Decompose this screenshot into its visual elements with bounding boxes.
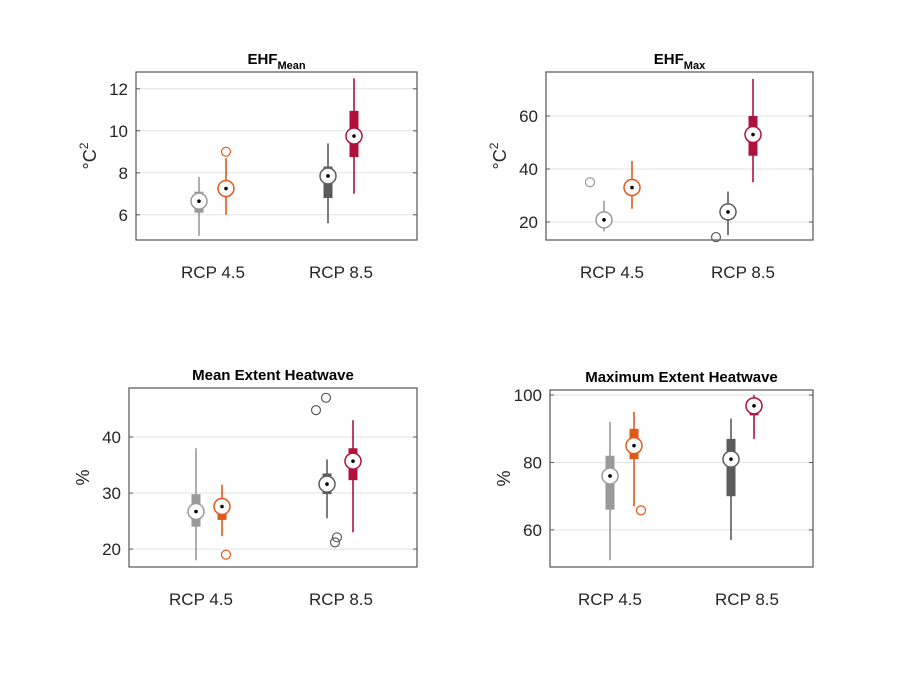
- panel-2: 20 40 60 EHFMax °C2 RCP 4.5 RCP 8.5: [487, 51, 814, 282]
- y-axis-label: °C2: [77, 142, 100, 169]
- x-category-label: RCP 8.5: [309, 590, 373, 609]
- box-4: [745, 395, 763, 439]
- outlier-point: [331, 532, 343, 543]
- box-2: [623, 161, 641, 209]
- median-dot: [751, 132, 755, 137]
- median-dot: [220, 504, 224, 509]
- median-dot: [326, 174, 330, 178]
- box-4: [345, 78, 363, 194]
- x-category-label: RCP 4.5: [169, 590, 233, 609]
- box-2: [213, 484, 232, 560]
- y-axis-label: %: [494, 470, 514, 486]
- title-subscript: Mean: [277, 60, 305, 72]
- x-category-label: RCP 8.5: [715, 590, 779, 609]
- median-dot: [194, 509, 198, 514]
- y-tick-label: 60: [519, 107, 538, 126]
- y-tick-label: 40: [102, 428, 121, 447]
- box-1: [190, 177, 208, 236]
- box-4: [344, 420, 362, 533]
- y-axis-label: °C2: [487, 142, 510, 169]
- axes-frame: [549, 389, 814, 568]
- box-2: [217, 146, 235, 215]
- y-label-main: °C: [490, 149, 510, 169]
- outlier-point: [310, 405, 322, 416]
- median-dot: [325, 482, 329, 486]
- median-dot: [752, 404, 756, 408]
- outlier-point: [584, 177, 596, 188]
- y-tick-label: 8: [119, 164, 128, 183]
- median-dot: [632, 443, 636, 448]
- median-dot: [602, 218, 606, 222]
- title-main: Maximum Extent Heatwave: [585, 369, 778, 386]
- panel-title: EHFMax: [654, 51, 706, 72]
- y-tick-label: 30: [102, 484, 121, 503]
- outlier-point: [320, 392, 332, 403]
- axes-frame: [128, 387, 418, 568]
- x-category-label: RCP 4.5: [580, 263, 644, 282]
- median-dot: [729, 457, 733, 461]
- box-3: [310, 392, 343, 548]
- box-2: [625, 411, 647, 516]
- y-tick-label: 6: [119, 206, 128, 225]
- x-category-label: RCP 8.5: [309, 263, 373, 282]
- y-axis-label: %: [73, 469, 93, 485]
- panel-3: 20 30 40 Mean Extent Heatwave% RCP 4.5 RCP 8.…: [73, 367, 418, 609]
- median-dot: [630, 185, 634, 190]
- y-tick-label: 100: [514, 386, 542, 405]
- y-label-superscript: 2: [487, 142, 501, 149]
- panel-title: EHFMean: [247, 51, 305, 72]
- axes-frame: [545, 71, 814, 241]
- y-label-main: %: [494, 470, 514, 486]
- outlier-point: [220, 146, 232, 157]
- median-dot: [197, 199, 201, 203]
- median-dot: [608, 474, 612, 478]
- y-label-main: °C: [80, 149, 100, 169]
- y-tick-label: 10: [109, 122, 128, 141]
- box-3: [319, 143, 337, 224]
- median-dot: [726, 210, 730, 214]
- median-dot: [224, 186, 228, 191]
- y-tick-label: 80: [523, 453, 542, 472]
- title-main: EHF: [247, 51, 277, 68]
- y-tick-label: 40: [519, 160, 538, 179]
- outlier-point: [635, 505, 647, 516]
- y-tick-label: 20: [102, 540, 121, 559]
- title-main: EHF: [654, 51, 684, 68]
- y-tick-label: 12: [109, 80, 128, 99]
- outlier-point: [710, 231, 722, 243]
- panel-title: Maximum Extent Heatwave: [585, 369, 778, 386]
- outlier-point: [220, 549, 232, 560]
- box-4: [744, 78, 762, 183]
- y-tick-label: 20: [519, 213, 538, 232]
- box-1: [584, 177, 613, 232]
- title-main: Mean Extent Heatwave: [192, 367, 354, 384]
- title-subscript: Max: [684, 60, 706, 72]
- outlier-point: [329, 537, 341, 548]
- x-category-label: RCP 4.5: [578, 590, 642, 609]
- axes-frame: [135, 71, 418, 241]
- box-3: [722, 418, 740, 541]
- median-dot: [351, 459, 355, 463]
- box-3: [710, 191, 737, 243]
- box-1: [187, 448, 205, 561]
- x-category-label: RCP 8.5: [711, 263, 775, 282]
- y-label-main: %: [73, 469, 93, 485]
- y-tick-label: 60: [523, 521, 542, 540]
- panel-title: Mean Extent Heatwave: [192, 367, 354, 384]
- panel-1: 6 8 10 12 EHFMean °C2 RCP 4.5 RCP 8.5: [77, 51, 418, 282]
- median-dot: [352, 134, 356, 138]
- panel-4: 60 80 100 Maximum Extent Heatwave% RCP 4.5 RC…: [494, 369, 814, 609]
- x-category-label: RCP 4.5: [181, 263, 245, 282]
- y-label-superscript: 2: [77, 142, 91, 149]
- box-1: [601, 422, 619, 561]
